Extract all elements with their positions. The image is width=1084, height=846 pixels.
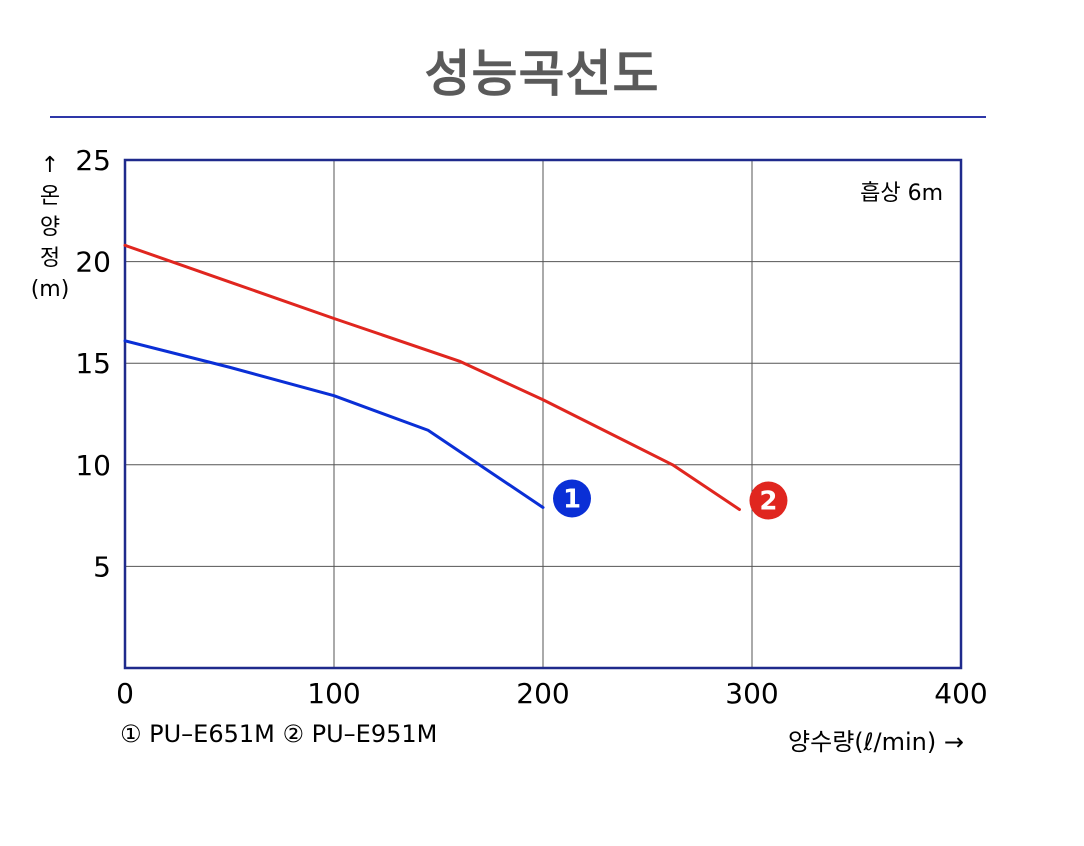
- series-end-marker-2: [749, 481, 788, 520]
- y-tick-label: 15: [75, 347, 111, 380]
- y-axis-label-char: (m): [30, 277, 70, 302]
- page-title: 성능곡선도: [424, 45, 660, 103]
- y-tick-label: 20: [75, 246, 111, 279]
- y-axis-label-char: 온: [39, 184, 61, 209]
- title-divider: [50, 116, 986, 118]
- x-tick-label: 0: [116, 677, 134, 710]
- series-line-2: [123, 243, 741, 512]
- y-tick-label: 25: [75, 144, 111, 177]
- y-tick-label: 5: [93, 550, 111, 583]
- series-end-marker-label-2: 2: [759, 487, 777, 517]
- x-tick-label: 100: [307, 677, 360, 710]
- y-axis-label: ↑ 온 양 정 (m): [30, 150, 70, 305]
- y-axis-label-char: ↑: [40, 153, 60, 178]
- x-tick-label: 400: [934, 677, 987, 710]
- plot-frame: [123, 158, 963, 670]
- chart-annotation: 흡상 6m: [860, 181, 943, 206]
- x-axis-label: 양수량(ℓ/min) →: [788, 728, 964, 756]
- series-end-marker-label-1: 1: [563, 484, 581, 514]
- series-line-1: [123, 339, 545, 509]
- legend: ① PU–E651M ② PU–E951M: [120, 720, 438, 748]
- y-axis-label-char: 정: [39, 246, 61, 271]
- y-tick-label: 10: [75, 449, 111, 482]
- x-tick-label: 200: [516, 677, 569, 710]
- series-end-marker-1: [553, 479, 591, 518]
- x-tick-label: 300: [725, 677, 778, 710]
- y-axis-label-char: 양: [39, 215, 61, 240]
